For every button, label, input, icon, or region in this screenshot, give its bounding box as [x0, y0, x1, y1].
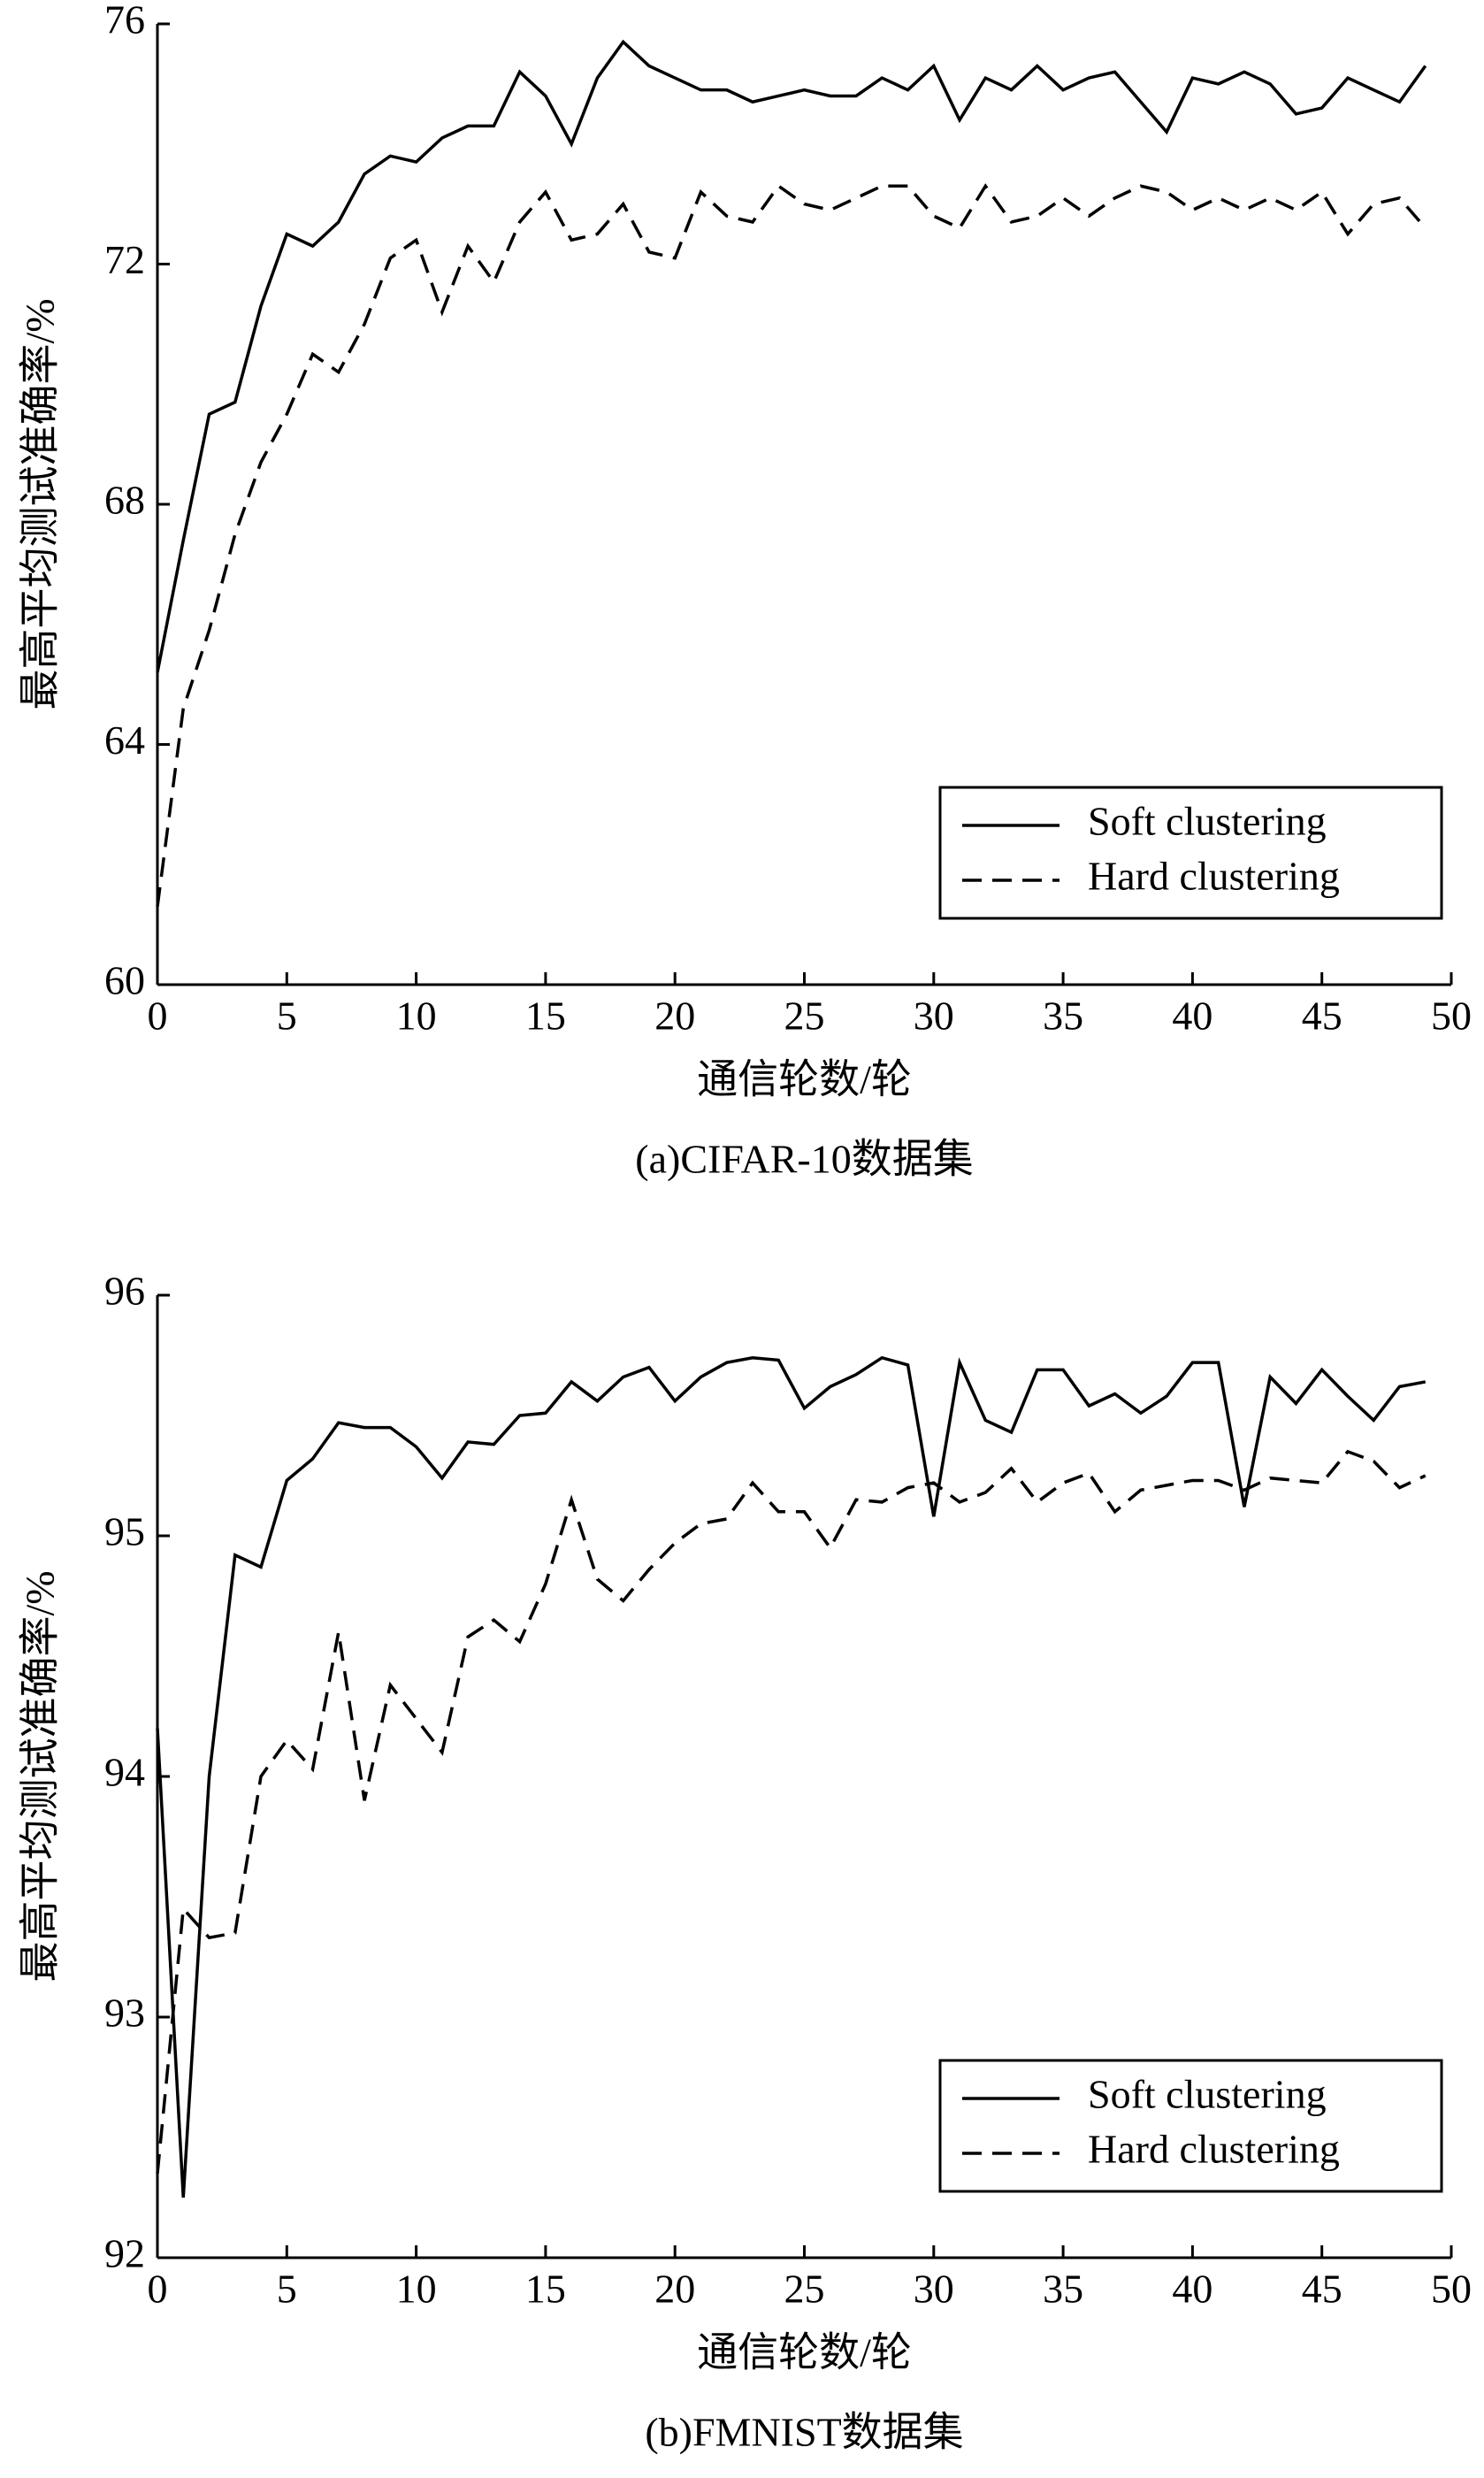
- x-tick-label: 5: [277, 994, 297, 1039]
- x-tick-label: 20: [654, 2267, 695, 2312]
- x-tick-label: 25: [784, 2267, 825, 2312]
- y-tick-label: 64: [104, 717, 145, 763]
- x-tick-label: 5: [277, 2267, 297, 2312]
- x-tick-label: 10: [396, 994, 437, 1039]
- x-tick-label: 10: [396, 2267, 437, 2312]
- y-tick-label: 68: [104, 478, 145, 523]
- x-tick-label: 40: [1172, 994, 1212, 1039]
- y-tick-label: 76: [104, 0, 145, 42]
- caption: (b)FMNIST数据集: [645, 2410, 963, 2455]
- x-tick-label: 30: [914, 994, 954, 1039]
- legend-label: Hard clustering: [1088, 854, 1340, 899]
- data-line: [156, 183, 1427, 907]
- y-tick-label: 72: [104, 237, 145, 282]
- y-tick-label: 92: [104, 2231, 145, 2276]
- y-tick-label: 60: [104, 958, 145, 1003]
- x-tick-label: 50: [1431, 994, 1472, 1039]
- x-tick-label: 0: [148, 994, 168, 1039]
- x-axis-label: 通信轮数/轮: [697, 2330, 912, 2375]
- x-tick-label: 15: [525, 2267, 566, 2312]
- x-tick-label: 35: [1043, 2267, 1083, 2312]
- data-line: [156, 39, 1427, 673]
- y-tick-label: 93: [104, 1991, 145, 2036]
- caption: (a)CIFAR-10数据集: [635, 1137, 973, 1182]
- legend-box: [938, 2059, 1443, 2193]
- data-line: [156, 1355, 1427, 2198]
- y-axis-label: 最高平均测试准确率/%: [18, 1570, 63, 1982]
- x-tick-label: 15: [525, 994, 566, 1039]
- x-tick-label: 20: [654, 994, 695, 1039]
- data-line: [156, 1449, 1427, 2174]
- legend-box: [938, 786, 1443, 920]
- legend-label: Soft clustering: [1088, 2072, 1327, 2117]
- legend-label: Hard clustering: [1088, 2127, 1340, 2172]
- y-tick-label: 96: [104, 1269, 145, 1314]
- x-tick-label: 30: [914, 2267, 954, 2312]
- legend: Soft clustering Hard clustering: [938, 786, 1443, 920]
- legend: Soft clustering Hard clustering: [938, 2059, 1443, 2193]
- x-axis-label: 通信轮数/轮: [697, 1057, 912, 1102]
- x-tick-label: 25: [784, 994, 825, 1039]
- legend-label: Soft clustering: [1088, 799, 1327, 844]
- x-tick-label: 50: [1431, 2267, 1472, 2312]
- y-tick-label: 95: [104, 1509, 145, 1554]
- x-tick-label: 45: [1302, 994, 1342, 1039]
- x-tick-label: 35: [1043, 994, 1083, 1039]
- x-tick-label: 40: [1172, 2267, 1212, 2312]
- x-tick-label: 0: [148, 2267, 168, 2312]
- y-tick-label: 94: [104, 1750, 145, 1795]
- x-tick-label: 45: [1302, 2267, 1342, 2312]
- y-axis-label: 最高平均测试准确率/%: [18, 298, 63, 710]
